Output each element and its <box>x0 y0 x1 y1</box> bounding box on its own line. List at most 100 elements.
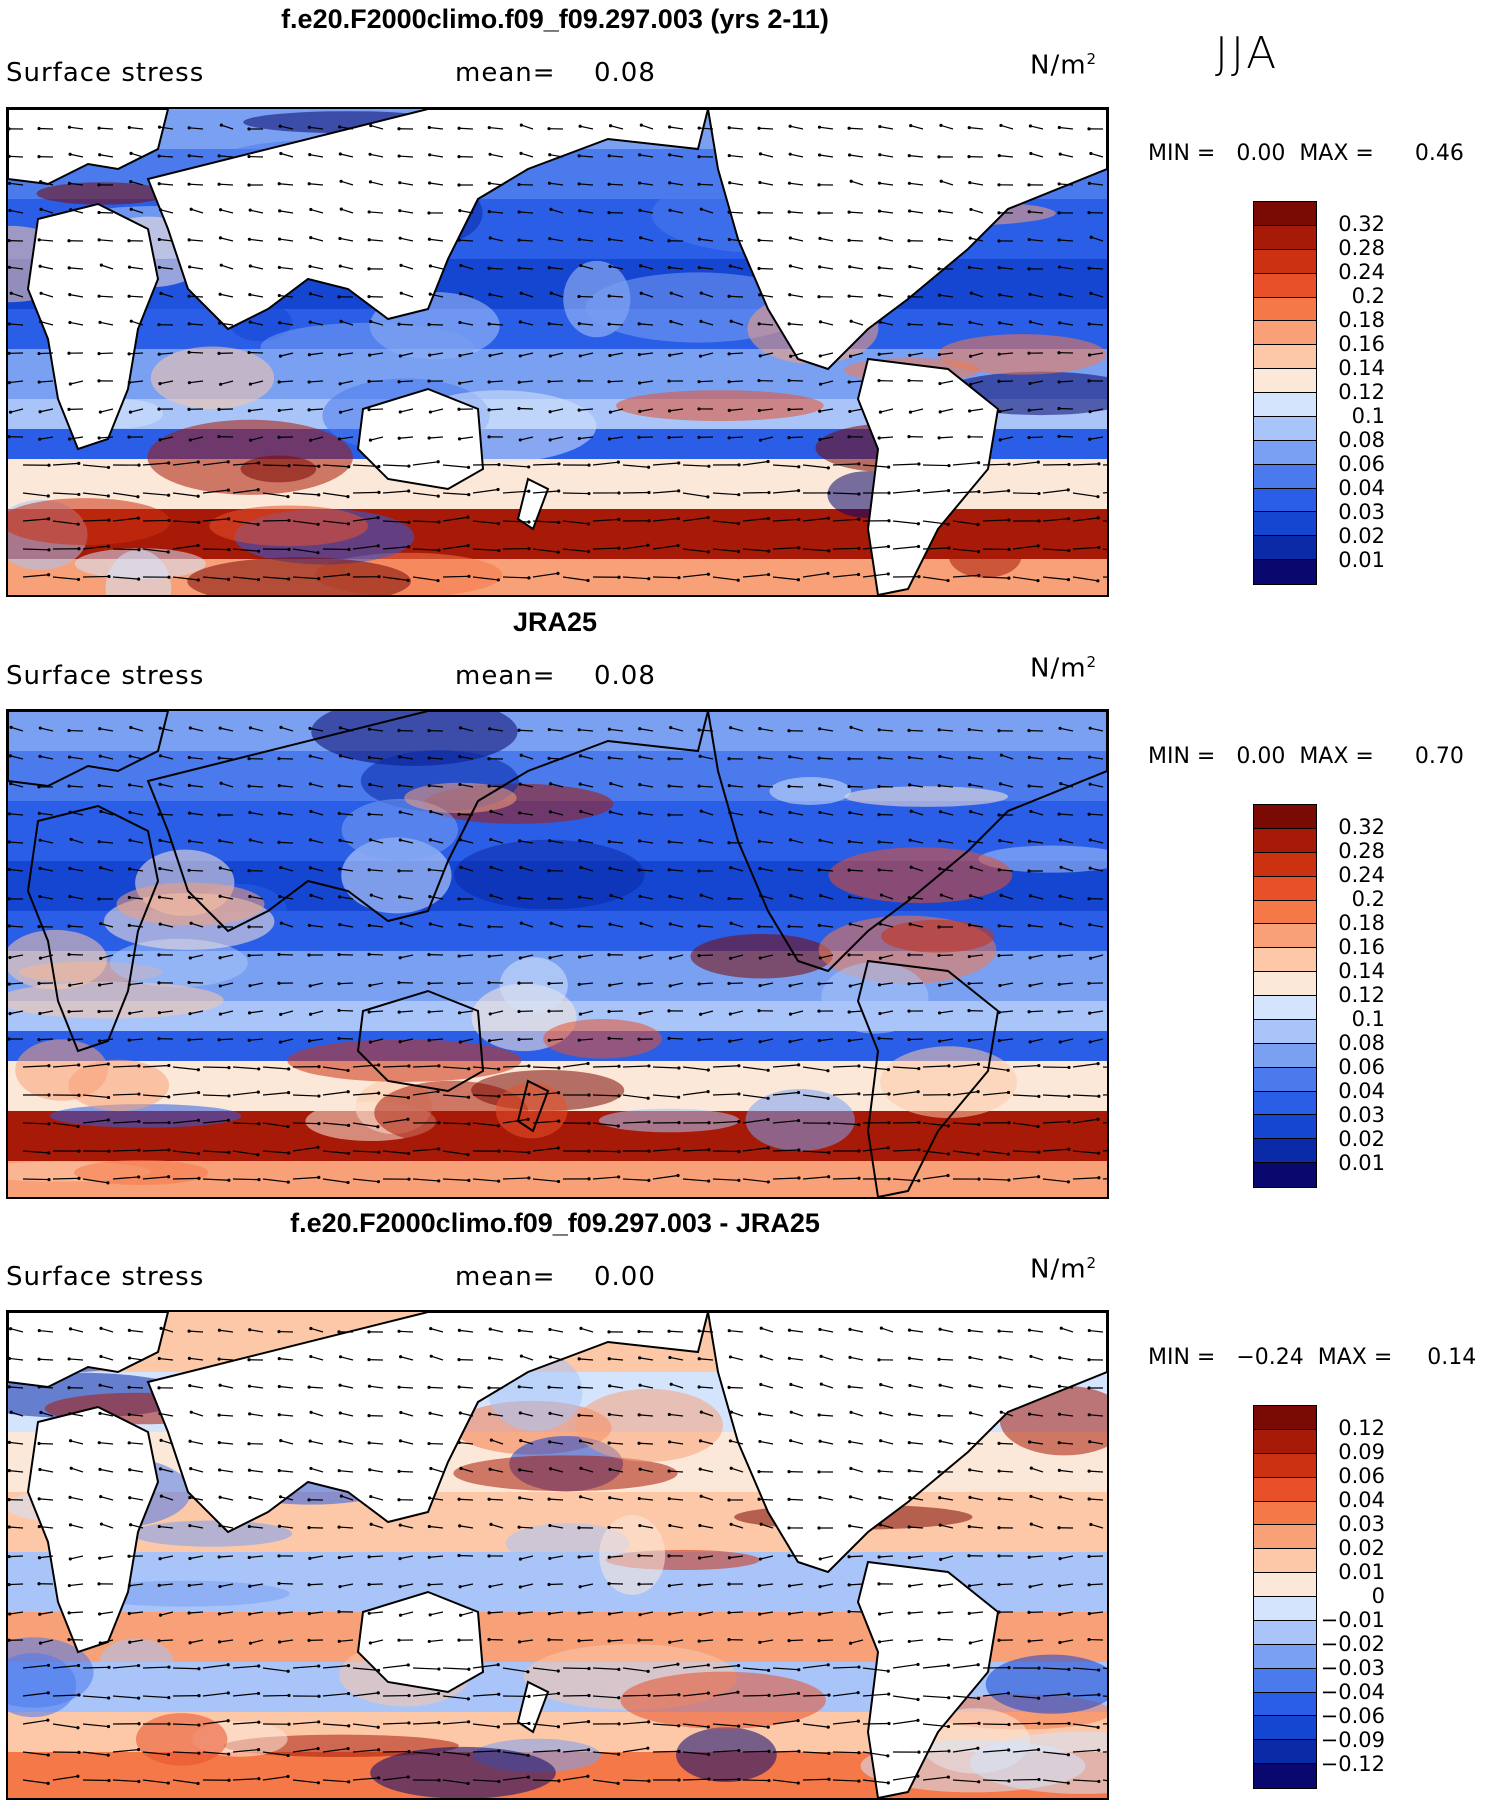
colorbar-tick-label: 0.24 <box>1338 863 1385 887</box>
wind-vector <box>760 954 774 959</box>
wind-vector-head <box>467 574 471 578</box>
wind-vector <box>489 785 504 788</box>
wind-vector <box>1072 1118 1099 1124</box>
wind-vector-head <box>67 1386 71 1390</box>
wind-vector-head <box>937 953 941 958</box>
wind-vector <box>562 1775 588 1781</box>
wind-vector-head <box>98 153 102 157</box>
wind-vector-head <box>727 1498 731 1502</box>
wind-vector-head <box>367 812 371 816</box>
wind-vector-head <box>668 1640 672 1644</box>
colorbar-tick-label: 0.01 <box>1338 1151 1385 1175</box>
wind-vector-head <box>789 354 793 358</box>
wind-vector-head <box>436 494 440 498</box>
wind-vector-head <box>187 1611 191 1615</box>
wind-vector-head <box>758 1640 762 1644</box>
wind-vector <box>789 811 804 816</box>
wind-vector-head <box>1087 127 1091 131</box>
wind-vector-head <box>308 153 312 157</box>
wind-vector <box>172 1091 199 1096</box>
wind-vector <box>520 321 534 326</box>
wind-vector-head <box>699 291 703 295</box>
wind-vector <box>760 436 774 441</box>
wind-vector-head <box>1066 517 1071 521</box>
wind-vector <box>879 982 894 986</box>
wind-vector-head <box>758 438 763 442</box>
wind-vector <box>969 954 984 958</box>
wind-vector <box>521 292 534 298</box>
wind-vector-head <box>818 1327 822 1332</box>
wind-vector-head <box>286 1125 290 1129</box>
wind-vector-head <box>758 1439 762 1444</box>
wind-vector-head <box>577 1385 581 1389</box>
wind-vector-head <box>157 352 161 356</box>
wind-vector <box>999 1498 1014 1501</box>
wind-vector-head <box>287 1151 291 1155</box>
colorbar-swatch <box>1254 1115 1316 1140</box>
wind-vector <box>100 867 114 872</box>
wind-vector <box>670 982 684 987</box>
wind-vector <box>99 728 114 732</box>
wind-vector <box>742 1118 769 1124</box>
wind-vector <box>52 492 79 496</box>
colorbar-tick-label: 0.12 <box>1338 983 1385 1007</box>
wind-vector-head <box>99 809 103 814</box>
wind-vector <box>879 1555 894 1558</box>
wind-vector <box>532 1692 559 1697</box>
wind-vector <box>759 840 774 844</box>
wind-vector-head <box>737 1748 741 1753</box>
wind-vector <box>1059 239 1074 242</box>
wind-vector <box>70 153 84 158</box>
wind-vector-head <box>998 1355 1002 1359</box>
coastline <box>856 959 1000 1197</box>
wind-vector-head <box>1057 1468 1061 1472</box>
colorbar-swatch <box>1254 1644 1316 1669</box>
variable-label: Surface stress <box>6 1262 205 1292</box>
wind-vector <box>69 1010 84 1013</box>
wind-vector-head <box>287 464 291 468</box>
wind-vector-head <box>1087 181 1091 186</box>
wind-vector <box>460 727 474 732</box>
wind-vector-head <box>526 1753 530 1757</box>
wind-vector <box>219 1358 234 1361</box>
wind-vector <box>262 464 289 467</box>
wind-vector <box>22 1779 49 1784</box>
wind-vector <box>999 1010 1014 1013</box>
wind-vector-head <box>999 753 1004 757</box>
wind-vector <box>772 1779 799 1784</box>
wind-vector-head <box>398 1439 403 1443</box>
wind-vector-head <box>187 755 191 760</box>
wind-vector-head <box>637 1037 641 1041</box>
wind-vector <box>682 1778 709 1781</box>
wind-vector <box>892 1775 918 1781</box>
wind-vector <box>249 895 264 900</box>
wind-vector <box>39 436 54 440</box>
wind-vector <box>160 1611 174 1616</box>
wind-vector-head <box>277 1524 282 1528</box>
wind-vector <box>1012 1695 1039 1699</box>
wind-vector-head <box>1089 151 1093 156</box>
wind-vector-head <box>8 208 12 213</box>
wind-vector <box>820 954 834 959</box>
wind-vector-head <box>607 1412 611 1417</box>
wind-vector-head <box>307 1526 311 1530</box>
wind-vector-head <box>308 320 312 324</box>
wind-vector <box>249 1385 264 1389</box>
wind-vector-head <box>188 956 192 960</box>
wind-vector <box>112 1120 139 1124</box>
wind-vector <box>729 785 744 788</box>
wind-vector-head <box>787 1497 791 1501</box>
wind-vector <box>322 1150 349 1154</box>
wind-vector-head <box>976 461 981 465</box>
wind-vector-head <box>397 154 401 158</box>
wind-vector <box>549 323 564 326</box>
wind-vector <box>652 1663 678 1669</box>
wind-vector-head <box>907 295 911 299</box>
wind-vector-head <box>729 319 733 323</box>
wind-vector <box>112 1779 139 1783</box>
wind-vector-head <box>308 1556 312 1560</box>
wind-vector-head <box>727 237 731 242</box>
wind-vector <box>280 726 294 732</box>
wind-vector-head <box>106 1181 110 1185</box>
wind-vector-head <box>877 1612 882 1616</box>
